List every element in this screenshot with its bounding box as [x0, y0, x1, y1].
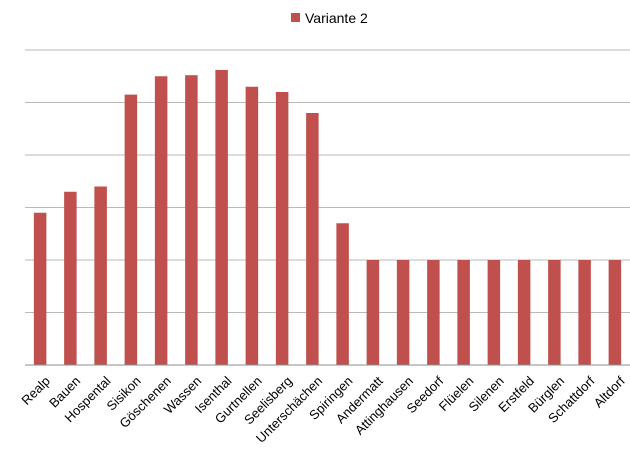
bar-seelisberg	[275, 92, 289, 365]
gridlines	[25, 49, 630, 313]
bar-realp	[33, 212, 47, 365]
bar-schattdorf	[578, 260, 591, 365]
bar-spiringen	[336, 223, 349, 365]
legend: Variante 2	[291, 10, 368, 26]
bar-wassen	[185, 75, 198, 365]
bar-gurtnellen	[245, 86, 259, 365]
bar-altdorf	[608, 260, 622, 365]
x-tick-labels: RealpBauenHospentalSisikonGöschenenWasse…	[18, 373, 628, 446]
bar-seedorf	[427, 260, 440, 365]
bar-unterschächen	[306, 113, 319, 365]
bar-bauen	[64, 191, 77, 365]
bar-attinghausen	[396, 260, 410, 365]
bar-silenen	[487, 260, 501, 365]
bars	[33, 69, 622, 365]
bar-flüelen	[457, 260, 470, 365]
bar-sisikon	[124, 94, 138, 365]
legend-swatch	[291, 13, 300, 22]
x-tick-label: Altdorf	[591, 373, 628, 410]
bar-bürglen	[548, 260, 561, 365]
bar-andermatt	[366, 260, 380, 365]
bar-isenthal	[215, 69, 228, 365]
bar-hospental	[94, 186, 107, 365]
bar-göschenen	[154, 76, 168, 365]
bar-erstfeld	[517, 260, 531, 365]
legend-label: Variante 2	[305, 10, 368, 26]
